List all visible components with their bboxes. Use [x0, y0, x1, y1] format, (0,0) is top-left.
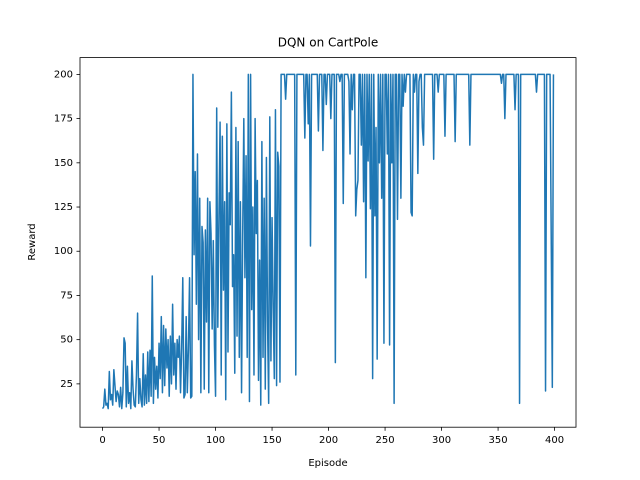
y-axis-label: Reward [27, 223, 38, 260]
y-tick-label: 50 [60, 335, 73, 346]
y-tick-label: 175 [54, 114, 73, 125]
x-tick-label: 250 [376, 435, 395, 446]
plot-frame [79, 57, 577, 428]
chart-title: DQN on CartPole [278, 36, 378, 50]
line [101, 73, 555, 410]
x-tick-label: 100 [206, 435, 225, 446]
x-tick-label: 50 [153, 435, 166, 446]
x-tick-label: 0 [99, 435, 105, 446]
y-tick-label: 100 [54, 246, 73, 257]
y-tick-label: 25 [60, 379, 73, 390]
x-axis-label: Episode [308, 458, 347, 469]
x-tick-label: 400 [545, 435, 564, 446]
x-tick-label: 150 [263, 435, 282, 446]
y-tick-label: 75 [60, 290, 73, 301]
x-tick-label: 350 [489, 435, 508, 446]
x-tick-label: 300 [432, 435, 451, 446]
y-tick-label: 125 [54, 202, 73, 213]
y-tick-label: 200 [54, 69, 73, 80]
y-tick-label: 150 [54, 158, 73, 169]
x-tick-label: 200 [319, 435, 338, 446]
